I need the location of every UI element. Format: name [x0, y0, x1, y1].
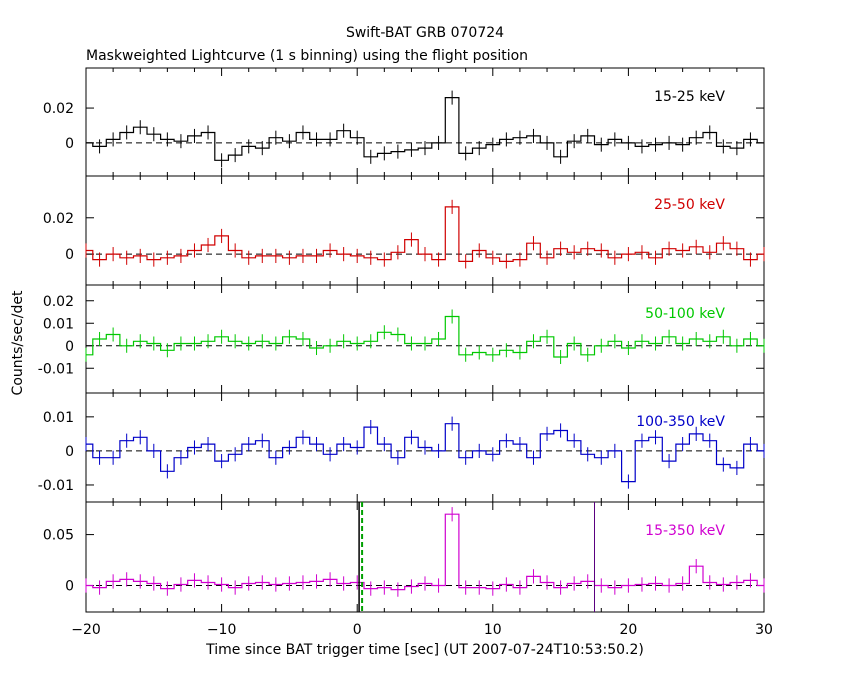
y-tick-label: 0.05 — [43, 528, 74, 544]
panel-frame — [85, 67, 765, 177]
y-tick-label: 0.02 — [43, 294, 74, 310]
panel-5: 0 0.05 15-350 keV −20 −10 0 10 20 30 — [43, 501, 773, 638]
y-tick-label: 0 — [65, 339, 74, 355]
band-label: 25-50 keV — [654, 197, 725, 213]
x-tick-label: 30 — [755, 622, 773, 638]
x-axis-label: Time since BAT trigger time [sec] (UT 20… — [205, 642, 644, 658]
x-tick-label: −10 — [207, 622, 237, 638]
band-label: 15-350 keV — [645, 523, 725, 539]
band-label: 100-350 keV — [636, 414, 725, 430]
panel-frame — [85, 175, 765, 286]
lightcurve-step — [86, 423, 764, 483]
panels-group: 0 0.02 15-25 keV 0 0.02 25-50 keV -0.01 0 0.01 0.… — [38, 67, 773, 638]
y-tick-label: 0.02 — [43, 101, 74, 117]
chart-title: Swift-BAT GRB 070724 — [346, 25, 504, 41]
x-tick-label: 10 — [484, 622, 502, 638]
lightcurve-step — [86, 97, 764, 161]
x-tick-label: −20 — [71, 622, 101, 638]
panel-3: -0.01 0 0.01 0.02 50-100 keV — [38, 284, 765, 394]
band-label: 50-100 keV — [645, 306, 725, 322]
panel-4: -0.01 0 0.01 100-350 keV — [38, 392, 765, 503]
y-axis-label: Counts/sec/det — [10, 290, 26, 395]
panel-2: 0 0.02 25-50 keV — [43, 175, 765, 286]
y-tick-label: 0 — [65, 247, 74, 263]
y-tick-label: 0 — [65, 579, 74, 595]
band-label: 15-25 keV — [654, 89, 725, 105]
lightcurve-step — [86, 513, 764, 591]
y-tick-label: 0.02 — [43, 211, 74, 227]
panel-1: 0 0.02 15-25 keV — [43, 67, 765, 177]
x-tick-label: 0 — [353, 622, 362, 638]
y-tick-label: 0 — [65, 444, 74, 460]
panel-frame — [85, 501, 765, 613]
y-tick-label: 0.01 — [43, 316, 74, 332]
y-tick-label: 0.01 — [43, 410, 74, 426]
y-tick-label: -0.01 — [38, 361, 74, 377]
x-tick-label: 20 — [619, 622, 637, 638]
chart-subtitle: Maskweighted Lightcurve (1 s binning) us… — [86, 48, 528, 64]
y-tick-label: 0 — [65, 136, 74, 152]
y-tick-label: -0.01 — [38, 478, 74, 494]
